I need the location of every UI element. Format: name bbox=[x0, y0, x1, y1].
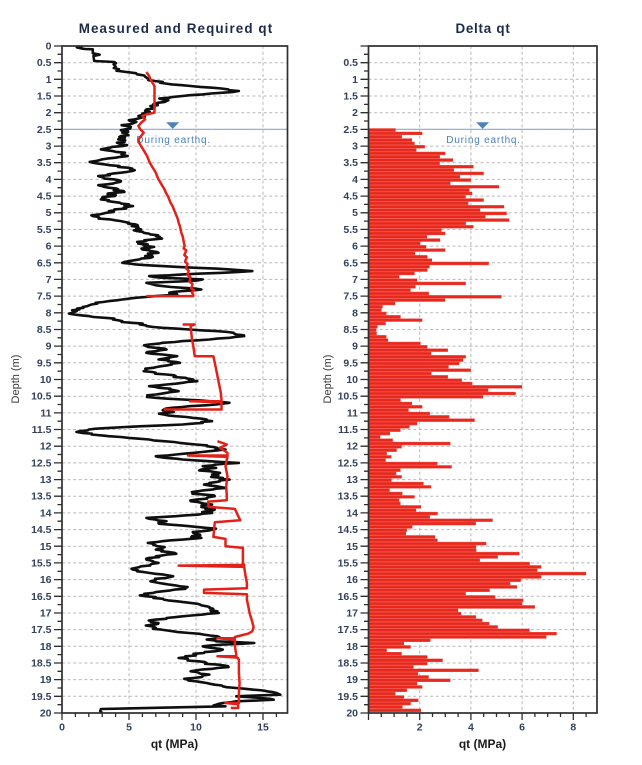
svg-text:3.5: 3.5 bbox=[343, 157, 358, 169]
svg-text:5: 5 bbox=[352, 207, 358, 219]
svg-text:19.5: 19.5 bbox=[338, 691, 359, 703]
svg-text:2: 2 bbox=[417, 722, 423, 734]
svg-text:12: 12 bbox=[40, 441, 52, 453]
svg-text:0.5: 0.5 bbox=[37, 57, 52, 69]
svg-text:13: 13 bbox=[40, 474, 52, 486]
svg-text:5.5: 5.5 bbox=[343, 224, 358, 236]
svg-text:9.5: 9.5 bbox=[343, 357, 358, 369]
svg-text:20: 20 bbox=[40, 708, 52, 720]
svg-text:17.5: 17.5 bbox=[338, 624, 359, 636]
svg-text:9.5: 9.5 bbox=[37, 357, 52, 369]
svg-text:19.5: 19.5 bbox=[31, 691, 52, 703]
svg-text:0: 0 bbox=[46, 41, 52, 53]
svg-text:0: 0 bbox=[59, 722, 65, 734]
svg-text:9: 9 bbox=[46, 341, 52, 353]
svg-text:1.5: 1.5 bbox=[343, 91, 358, 103]
svg-text:5.5: 5.5 bbox=[37, 224, 52, 236]
svg-text:12.5: 12.5 bbox=[338, 457, 359, 469]
svg-text:5: 5 bbox=[46, 207, 52, 219]
svg-text:2: 2 bbox=[46, 107, 52, 119]
svg-text:16.5: 16.5 bbox=[338, 591, 359, 603]
svg-text:16: 16 bbox=[346, 574, 358, 586]
svg-text:6: 6 bbox=[352, 241, 358, 253]
svg-text:4.5: 4.5 bbox=[343, 191, 358, 203]
svg-text:19: 19 bbox=[40, 674, 52, 686]
svg-text:14: 14 bbox=[346, 507, 358, 519]
svg-text:13.5: 13.5 bbox=[31, 491, 52, 503]
svg-text:15: 15 bbox=[257, 722, 269, 734]
svg-text:10.5: 10.5 bbox=[31, 391, 52, 403]
svg-text:9: 9 bbox=[352, 341, 358, 353]
svg-text:8: 8 bbox=[352, 307, 358, 319]
svg-text:17: 17 bbox=[40, 608, 52, 620]
svg-text:Depth (m): Depth (m) bbox=[10, 355, 22, 404]
svg-text:15: 15 bbox=[346, 541, 358, 553]
svg-text:3: 3 bbox=[46, 141, 52, 153]
svg-text:1: 1 bbox=[46, 74, 52, 86]
svg-text:18.5: 18.5 bbox=[338, 658, 359, 670]
svg-text:18: 18 bbox=[346, 641, 358, 653]
svg-text:7: 7 bbox=[46, 274, 52, 286]
svg-text:8: 8 bbox=[570, 722, 576, 734]
svg-text:6.5: 6.5 bbox=[343, 257, 358, 269]
svg-text:17.5: 17.5 bbox=[31, 624, 52, 636]
svg-text:3.5: 3.5 bbox=[37, 157, 52, 169]
svg-text:11.5: 11.5 bbox=[338, 424, 358, 436]
svg-text:Delta qt: Delta qt bbox=[455, 21, 510, 36]
svg-text:8.5: 8.5 bbox=[37, 324, 52, 336]
svg-text:10: 10 bbox=[190, 722, 202, 734]
svg-text:4: 4 bbox=[468, 722, 474, 734]
svg-text:4.5: 4.5 bbox=[37, 191, 52, 203]
svg-text:10.5: 10.5 bbox=[338, 391, 359, 403]
svg-text:10: 10 bbox=[346, 374, 358, 386]
svg-text:18.5: 18.5 bbox=[31, 658, 52, 670]
svg-text:7.5: 7.5 bbox=[343, 291, 358, 303]
svg-text:12: 12 bbox=[346, 441, 358, 453]
svg-text:4: 4 bbox=[46, 174, 52, 186]
svg-text:14.5: 14.5 bbox=[338, 524, 359, 536]
svg-text:0.5: 0.5 bbox=[343, 57, 358, 69]
svg-text:11.5: 11.5 bbox=[32, 424, 52, 436]
svg-text:14: 14 bbox=[40, 507, 52, 519]
svg-text:10: 10 bbox=[40, 374, 52, 386]
svg-text:20: 20 bbox=[346, 708, 358, 720]
svg-text:7: 7 bbox=[352, 274, 358, 286]
svg-text:2: 2 bbox=[352, 107, 358, 119]
svg-text:During earthq.: During earthq. bbox=[446, 135, 521, 146]
svg-text:15: 15 bbox=[40, 541, 52, 553]
svg-text:7.5: 7.5 bbox=[37, 291, 52, 303]
svg-text:qt (MPa): qt (MPa) bbox=[459, 737, 506, 751]
svg-text:During earthq.: During earthq. bbox=[136, 135, 211, 146]
svg-text:Measured and Required qt: Measured and Required qt bbox=[79, 21, 274, 36]
svg-text:8.5: 8.5 bbox=[343, 324, 358, 336]
svg-text:12.5: 12.5 bbox=[31, 457, 52, 469]
svg-text:11: 11 bbox=[347, 407, 358, 419]
svg-text:13.5: 13.5 bbox=[338, 491, 359, 503]
svg-text:6: 6 bbox=[46, 241, 52, 253]
svg-text:1: 1 bbox=[352, 74, 358, 86]
svg-text:15.5: 15.5 bbox=[31, 557, 52, 569]
svg-text:16.5: 16.5 bbox=[31, 591, 52, 603]
svg-text:15.5: 15.5 bbox=[338, 557, 359, 569]
svg-text:1.5: 1.5 bbox=[37, 91, 52, 103]
svg-text:19: 19 bbox=[346, 674, 358, 686]
svg-text:8: 8 bbox=[46, 307, 52, 319]
svg-text:5: 5 bbox=[126, 722, 132, 734]
svg-text:3: 3 bbox=[352, 141, 358, 153]
svg-text:2.5: 2.5 bbox=[37, 124, 52, 136]
svg-text:16: 16 bbox=[40, 574, 52, 586]
svg-text:6.5: 6.5 bbox=[37, 257, 52, 269]
svg-text:13: 13 bbox=[346, 474, 358, 486]
svg-text:17: 17 bbox=[346, 608, 358, 620]
svg-text:4: 4 bbox=[352, 174, 358, 186]
svg-text:qt (MPa): qt (MPa) bbox=[151, 737, 198, 751]
svg-text:Depth (m): Depth (m) bbox=[322, 355, 334, 404]
svg-text:11: 11 bbox=[40, 407, 51, 419]
svg-text:2.5: 2.5 bbox=[343, 124, 358, 136]
svg-text:18: 18 bbox=[40, 641, 52, 653]
svg-text:14.5: 14.5 bbox=[31, 524, 52, 536]
svg-text:6: 6 bbox=[519, 722, 525, 734]
